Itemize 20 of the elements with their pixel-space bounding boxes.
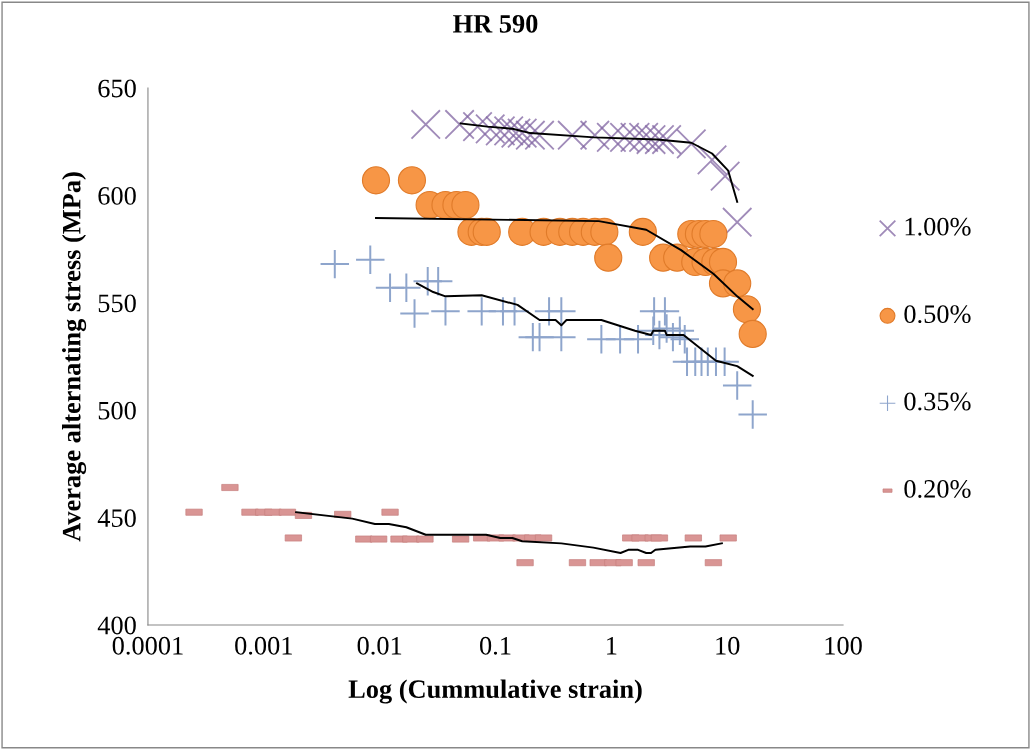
y-tick-label: 500	[98, 401, 136, 420]
y-tick-label: 600	[98, 186, 136, 205]
legend-label: 1.00%	[905, 217, 971, 236]
x-tick-label: 0.01	[357, 636, 402, 655]
y-tick-label: 550	[98, 294, 136, 313]
y-tick-label: 450	[97, 509, 136, 527]
y-axis-title: Average alternating stress (MPa)	[62, 172, 87, 542]
x-tick-label: 10	[716, 636, 740, 655]
x-tick-label: 0.0001	[112, 636, 183, 655]
x-tick-label: 100	[825, 636, 862, 655]
x-tick-label: 0.001	[235, 636, 292, 655]
y-tick-label: 650	[98, 79, 136, 98]
legend-label: 0.20%	[904, 480, 971, 498]
legend-label: 0.35%	[904, 392, 971, 411]
y-tick-label: 400	[97, 616, 136, 635]
legend-label: 0.50%	[904, 305, 971, 324]
x-tick-label: 0.1	[480, 636, 511, 655]
chart-title: HR 590	[453, 14, 538, 33]
x-tick-label: 1	[607, 636, 617, 655]
x-axis-title: Log (Cummulative strain)	[348, 679, 642, 704]
